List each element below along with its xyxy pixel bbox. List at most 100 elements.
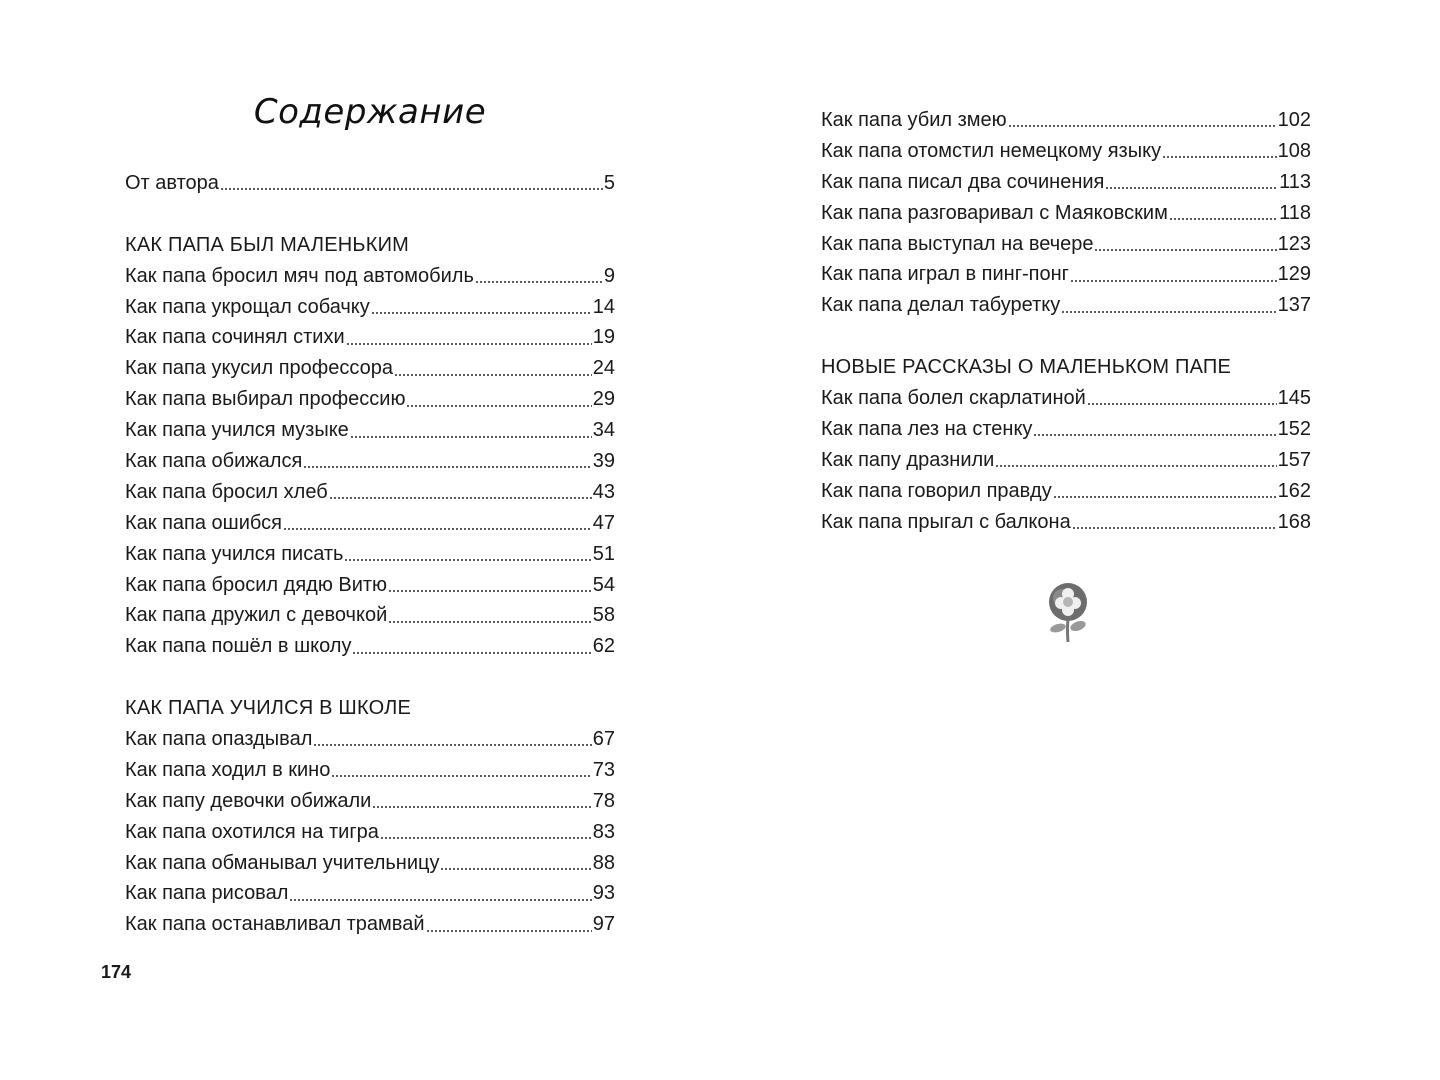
dot-leader (370, 311, 592, 315)
toc-entry-label: Как папа играл в пинг-понг (821, 263, 1069, 286)
toc-entry-label: Как папа ходил в кино (125, 758, 331, 781)
dot-leader (282, 527, 592, 532)
toc-entry-page: 137 (1277, 294, 1311, 317)
dot-leader (303, 465, 592, 470)
toc-entry: Как папа сочинял стихи 19 (125, 322, 615, 353)
dot-leader (440, 867, 592, 872)
toc-entry-page: 108 (1277, 139, 1311, 162)
dot-leader (345, 341, 592, 346)
toc-entry: Как папа прыгал с балкона 168 (821, 507, 1311, 538)
dot-leader (1033, 433, 1277, 438)
toc-entry-page: 113 (1279, 170, 1311, 193)
dot-leader (474, 280, 603, 285)
toc-entry-page: 152 (1277, 417, 1311, 440)
dot-leader (352, 650, 592, 655)
toc-entry-page: 97 (592, 913, 615, 936)
section1-list: Как папа бросил мяч под автомобиль 9 Как п… (125, 261, 615, 663)
toc-entry-page: 168 (1277, 510, 1311, 533)
toc-entry-label: Как папа убил змею (821, 109, 1007, 131)
dot-leader (1168, 217, 1279, 222)
toc-entry-label: Как папа бросил дядю Витю (125, 573, 388, 596)
toc-entry-label: Как папа рисовал (125, 882, 289, 905)
toc-entry-page: 54 (592, 573, 615, 596)
toc-entry: Как папа лез на стенку 152 (821, 414, 1311, 445)
toc-entry-label: Как папа охотился на тигра (125, 820, 379, 843)
dot-leader (1007, 124, 1277, 129)
section-heading: КАК ПАПА БЫЛ МАЛЕНЬКИМ (125, 233, 410, 256)
dot-leader (388, 619, 592, 624)
toc-entry-label: Как папу девочки обижали (125, 789, 372, 812)
toc-entry-page: 102 (1277, 109, 1311, 131)
toc-entry: Как папа выступал на вечере 123 (821, 229, 1311, 260)
toc-right-column: Как папа убил змею 102 Как папа отомстил н… (821, 105, 1311, 537)
toc-entry: Как папа рисовал 93 (125, 878, 615, 909)
toc-entry: Как папа бросил хлеб 43 (125, 477, 615, 508)
toc-entry-label: Как папа отомстил немецкому языку (821, 139, 1162, 162)
toc-entry: Как папа обижался 39 (125, 446, 615, 477)
dot-leader (1162, 155, 1277, 160)
toc-entry-page: 19 (592, 326, 615, 349)
toc-entry-label: Как папа бросил мяч под автомобиль (125, 264, 474, 287)
toc-entry-label: Как папа останавливал трамвай (125, 913, 425, 936)
dot-leader (425, 928, 592, 933)
dot-leader (406, 403, 592, 408)
toc-entry: Как папа делал табуретку 137 (821, 290, 1311, 321)
toc-entry-label: Как папа учился музыке (125, 419, 349, 442)
dot-leader (289, 897, 592, 902)
toc-entry: Как папа выбирал профессию 29 (125, 384, 615, 415)
dot-leader (393, 372, 592, 377)
toc-entry-page: 47 (592, 511, 615, 534)
toc-entry-page: 118 (1279, 201, 1311, 224)
dot-leader (372, 805, 592, 810)
toc-entry-page: 83 (592, 820, 615, 843)
toc-entry-page: 162 (1277, 479, 1311, 502)
toc-entry-label: Как папа учился писать (125, 542, 344, 565)
toc-entry: Как папа писал два сочинения 113 (821, 167, 1311, 198)
toc-entry-page: 67 (592, 728, 615, 751)
toc-entry-label: Как папа бросил хлеб (125, 480, 328, 503)
dot-leader (379, 836, 592, 841)
toc-entry-label: Как папа выступал на вечере (821, 232, 1094, 255)
toc-entry-page: 43 (592, 480, 615, 503)
toc-entry: Как папа ошибся 47 (125, 508, 615, 539)
toc-entry: Как папа останавливал трамвай 97 (125, 909, 615, 940)
toc-entry: Как папу дразнили 157 (821, 445, 1311, 476)
toc-entry: Как папа обманывал учительницу 88 (125, 848, 615, 879)
toc-entry-label: Как папа писал два сочинения (821, 170, 1105, 193)
section3-list: Как папа болел скарлатиной 145 Как папа ле… (821, 383, 1311, 537)
toc-entry-label: Как папа укусил профессора (125, 357, 393, 380)
toc-entry-label: Как папа обижался (125, 450, 303, 473)
toc-entry-page: 58 (592, 604, 615, 627)
continued-list: Как папа убил змею 102 Как папа отомстил н… (821, 105, 1311, 321)
toc-entry-page: 62 (592, 635, 615, 658)
toc-entry-label: Как папа лез на стенку (821, 417, 1033, 440)
toc-entry: Как папа учился музыке 34 (125, 415, 615, 446)
dot-leader (1086, 402, 1277, 407)
toc-entry: Как папа пошёл в школу 62 (125, 631, 615, 662)
section-heading: НОВЫЕ РАССКАЗЫ О МАЛЕНЬКОМ ПАПЕ (821, 356, 1232, 379)
toc-entry: Как папа ходил в кино 73 (125, 755, 615, 786)
toc-entry: Как папа играл в пинг-понг 129 (821, 259, 1311, 290)
toc-entry: Как папа укусил профессора 24 (125, 353, 615, 384)
toc-entry-page: 34 (592, 419, 615, 442)
toc-entry-page: 51 (592, 542, 615, 565)
dot-leader (349, 434, 592, 439)
toc-entry: Как папа разговаривал с Маяковским 118 (821, 198, 1311, 229)
toc-entry: Как папа учился писать 51 (125, 539, 615, 570)
toc-entry-label: Как папа сочинял стихи (125, 326, 345, 349)
toc-entry-label: Как папа выбирал профессию (125, 388, 406, 411)
toc-left-column: От автора 5 КАК ПАПА БЫЛ МАЛЕНЬКИМ Как па… (125, 168, 615, 940)
toc-entry-page: 145 (1277, 387, 1311, 410)
toc-entry-label: Как папа делал табуретку (821, 294, 1061, 317)
toc-entry-label: Как папа разговаривал с Маяковским (821, 201, 1168, 224)
toc-entry: Как папа бросил мяч под автомобиль 9 (125, 261, 615, 292)
dot-leader (1069, 278, 1277, 283)
toc-entry: От автора 5 (125, 168, 615, 199)
toc-entry-page: 14 (592, 295, 615, 318)
toc-entry-page: 9 (603, 264, 615, 287)
toc-entry-label: Как папа опаздывал (125, 728, 313, 751)
toc-entry-label: Как папа говорил правду (821, 479, 1052, 502)
toc-entry-label: Как папа болел скарлатиной (821, 387, 1086, 410)
dot-leader (1094, 248, 1277, 252)
toc-entry-label: Как папа обманывал учительницу (125, 851, 440, 874)
